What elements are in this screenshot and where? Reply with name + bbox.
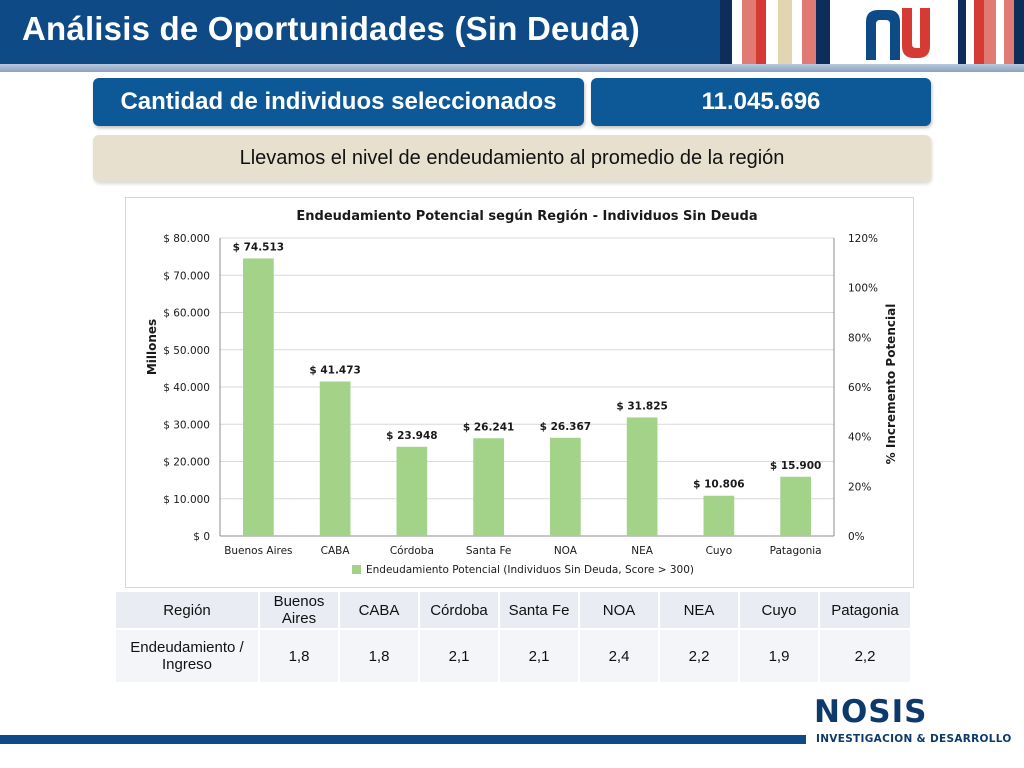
y-tick-label: $ 0 <box>193 531 210 543</box>
table-cell: 2,1 <box>500 630 578 682</box>
y2-tick-label: 40% <box>848 432 871 444</box>
table-cell: 1,8 <box>340 630 418 682</box>
bar <box>780 476 811 536</box>
selected-count-label: Cantidad de individuos seleccionados <box>93 78 584 126</box>
y2-tick-label: 20% <box>848 481 871 493</box>
bar <box>626 417 658 536</box>
y2-axis-title: % Incremento Potencial <box>884 304 898 465</box>
data-label: $ 26.241 <box>463 421 514 433</box>
bar <box>473 438 504 536</box>
y2-tick-label: 60% <box>848 382 871 394</box>
y-axis-title: Millones <box>145 319 159 375</box>
y-tick-label: $ 10.000 <box>163 494 210 506</box>
x-tick-label: Córdoba <box>390 545 434 557</box>
x-tick-label: CABA <box>321 545 351 557</box>
subtitle-banner: Llevamos el nivel de endeudamiento al pr… <box>93 135 931 182</box>
bar <box>396 446 428 536</box>
table-cell: CABA <box>340 592 418 628</box>
table-cell: 1,8 <box>260 630 338 682</box>
table-cell: 2,4 <box>580 630 658 682</box>
debt-income-table: Región Buenos Aires CABA Córdoba Santa F… <box>114 590 912 684</box>
table-cell: 2,2 <box>660 630 738 682</box>
decorative-stripes-left <box>720 0 830 64</box>
bar <box>243 258 274 536</box>
table-cell: Cuyo <box>740 592 818 628</box>
page-title: Análisis de Oportunidades (Sin Deuda) <box>22 10 640 47</box>
nosis-tagline: INVESTIGACION & DESARROLLO <box>816 733 1012 745</box>
table-cell: Patagonia <box>820 592 910 628</box>
data-label: $ 74.513 <box>233 241 284 253</box>
data-label: $ 15.900 <box>770 460 821 472</box>
footer-bar <box>0 735 806 744</box>
table-header-region: Región <box>116 592 258 628</box>
y-tick-label: $ 40.000 <box>163 382 210 394</box>
x-tick-label: NEA <box>631 545 653 557</box>
table-row-region: Región Buenos Aires CABA Córdoba Santa F… <box>116 592 910 628</box>
table-cell: Santa Fe <box>500 592 578 628</box>
y-tick-label: $ 80.000 <box>163 233 210 245</box>
x-tick-label: Buenos Aires <box>224 545 292 557</box>
x-tick-label: Santa Fe <box>466 545 512 557</box>
legend-swatch <box>352 565 361 574</box>
y-tick-label: $ 60.000 <box>163 308 210 320</box>
data-label: $ 41.473 <box>309 365 360 377</box>
data-label: $ 31.825 <box>616 400 667 412</box>
table-cell: Buenos Aires <box>260 592 338 628</box>
header-underline <box>0 64 1024 72</box>
table-header-ratio: Endeudamiento / Ingreso <box>116 630 258 682</box>
x-tick-label: Cuyo <box>706 545 733 557</box>
table-cell: NEA <box>660 592 738 628</box>
data-label: $ 10.806 <box>693 479 744 491</box>
y2-tick-label: 120% <box>848 233 878 245</box>
decorative-stripes-right <box>958 0 1024 64</box>
x-tick-label: Patagonia <box>770 545 822 557</box>
chart-title: Endeudamiento Potencial según Región - I… <box>296 209 757 224</box>
brand-logo <box>830 0 958 64</box>
y2-tick-label: 80% <box>848 332 871 344</box>
y-tick-label: $ 20.000 <box>163 457 210 469</box>
table-cell: NOA <box>580 592 658 628</box>
y-tick-label: $ 30.000 <box>163 419 210 431</box>
x-tick-label: NOA <box>554 545 578 557</box>
table-cell: Córdoba <box>420 592 498 628</box>
nu-logo-icon <box>866 8 930 60</box>
table-row-ratio: Endeudamiento / Ingreso 1,8 1,8 2,1 2,1 … <box>116 630 910 682</box>
bar <box>703 495 735 536</box>
debt-potential-chart: Endeudamiento Potencial según Región - I… <box>125 197 914 588</box>
header-bar: Análisis de Oportunidades (Sin Deuda) <box>0 0 720 64</box>
y2-tick-label: 100% <box>848 283 878 295</box>
y2-tick-label: 0% <box>848 531 865 543</box>
selected-count-value: 11.045.696 <box>591 78 931 126</box>
bar <box>319 381 351 536</box>
y-tick-label: $ 70.000 <box>163 270 210 282</box>
data-label: $ 26.367 <box>540 421 591 433</box>
nosis-wordmark: NOSIS <box>814 694 928 730</box>
data-label: $ 23.948 <box>386 430 437 442</box>
bar <box>550 437 581 536</box>
table-cell: 2,2 <box>820 630 910 682</box>
nosis-logo: NOSIS INVESTIGACION & DESARROLLO <box>814 694 1011 760</box>
legend-label: Endeudamiento Potencial (Individuos Sin … <box>366 564 694 576</box>
y-tick-label: $ 50.000 <box>163 345 210 357</box>
table-cell: 2,1 <box>420 630 498 682</box>
chart-svg: Endeudamiento Potencial según Región - I… <box>145 209 898 576</box>
table-cell: 1,9 <box>740 630 818 682</box>
